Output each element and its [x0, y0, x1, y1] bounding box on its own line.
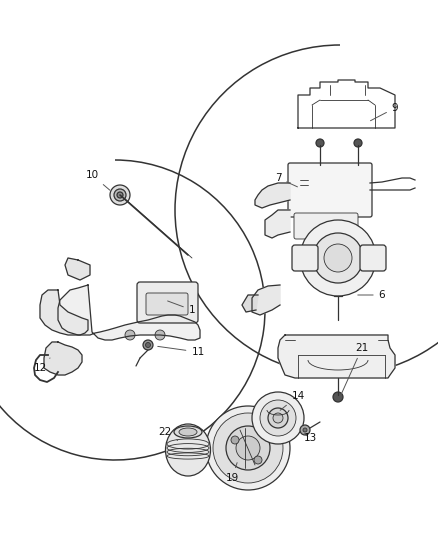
- Circle shape: [300, 220, 376, 296]
- Circle shape: [324, 244, 352, 272]
- Text: 7: 7: [275, 173, 297, 187]
- FancyBboxPatch shape: [137, 282, 198, 323]
- Polygon shape: [65, 258, 90, 280]
- Circle shape: [143, 340, 153, 350]
- Text: 13: 13: [304, 433, 317, 443]
- Circle shape: [254, 456, 262, 464]
- FancyBboxPatch shape: [292, 245, 318, 271]
- Polygon shape: [255, 183, 290, 208]
- Text: 21: 21: [341, 343, 369, 394]
- Circle shape: [226, 426, 270, 470]
- Circle shape: [333, 392, 343, 402]
- Circle shape: [260, 400, 296, 436]
- Text: 22: 22: [159, 427, 178, 440]
- FancyBboxPatch shape: [294, 213, 358, 239]
- Text: 11: 11: [158, 346, 205, 357]
- Text: 12: 12: [33, 358, 50, 373]
- Circle shape: [354, 139, 362, 147]
- Text: 14: 14: [280, 391, 304, 410]
- Circle shape: [236, 436, 260, 460]
- Circle shape: [300, 425, 310, 435]
- Polygon shape: [252, 285, 280, 315]
- FancyBboxPatch shape: [288, 163, 372, 217]
- Ellipse shape: [166, 424, 211, 476]
- Text: 10: 10: [85, 170, 110, 190]
- Polygon shape: [242, 295, 258, 312]
- Circle shape: [303, 428, 307, 432]
- Polygon shape: [40, 290, 88, 335]
- FancyBboxPatch shape: [146, 293, 188, 315]
- Circle shape: [110, 185, 130, 205]
- Ellipse shape: [179, 428, 197, 436]
- FancyBboxPatch shape: [360, 245, 386, 271]
- Circle shape: [313, 233, 363, 283]
- Text: 9: 9: [371, 103, 398, 120]
- Circle shape: [125, 330, 135, 340]
- Polygon shape: [44, 342, 82, 375]
- Polygon shape: [58, 285, 200, 340]
- Circle shape: [145, 343, 151, 348]
- Circle shape: [273, 413, 283, 423]
- Polygon shape: [278, 335, 395, 378]
- Circle shape: [268, 408, 288, 428]
- Ellipse shape: [174, 426, 202, 438]
- Circle shape: [316, 139, 324, 147]
- Circle shape: [231, 436, 239, 444]
- Text: 1: 1: [168, 301, 195, 315]
- Circle shape: [117, 192, 123, 198]
- Polygon shape: [265, 210, 290, 238]
- Text: 19: 19: [226, 463, 239, 483]
- Text: 6: 6: [358, 290, 385, 300]
- Circle shape: [155, 330, 165, 340]
- Circle shape: [206, 406, 290, 490]
- Circle shape: [213, 413, 283, 483]
- Circle shape: [252, 392, 304, 444]
- Circle shape: [114, 189, 126, 201]
